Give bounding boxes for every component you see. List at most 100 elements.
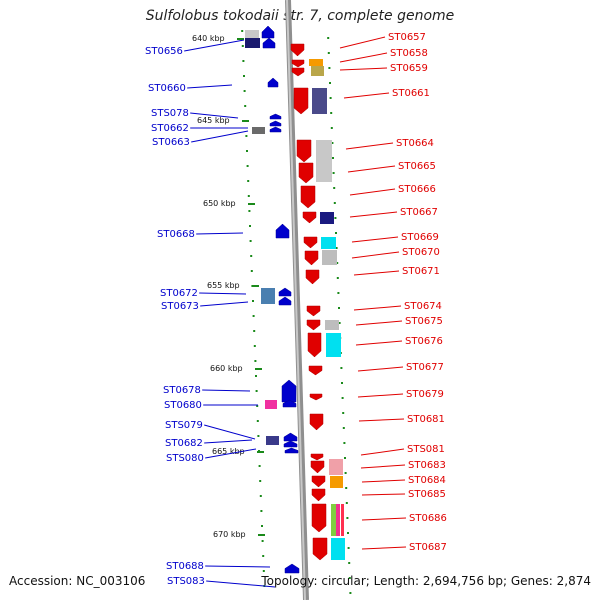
- kbp-label: 660 kbp: [210, 364, 243, 373]
- scale-dot: [259, 480, 262, 482]
- scale-dot: [255, 375, 257, 377]
- forward-gene-label: ST0665: [398, 161, 436, 172]
- forward-label-leader: [339, 67, 388, 71]
- reverse-strand-genes: [245, 25, 300, 574]
- genome-backbone-highlight: [286, 0, 306, 600]
- feature-box: [252, 127, 265, 134]
- forward-gene-arrow: [291, 59, 305, 68]
- forward-gene-arrow: [290, 43, 305, 57]
- scale-dot: [335, 232, 337, 234]
- kbp-label: 650 kbp: [203, 199, 236, 208]
- feature-box: [330, 476, 343, 488]
- reverse-label-leader: [196, 232, 244, 235]
- accession-label: Accession: NC_003106: [9, 574, 146, 588]
- reverse-label-leader: [202, 389, 251, 392]
- forward-gene-arrow: [312, 537, 328, 561]
- feature-box: [265, 400, 277, 409]
- scale-dot: [348, 562, 351, 564]
- reverse-gene-arrow: [278, 296, 292, 306]
- scale-dot: [261, 525, 263, 527]
- scale-dot: [262, 570, 265, 572]
- map-title: Sulfolobus tokodaii str. 7, complete gen…: [145, 8, 455, 24]
- forward-label-leader: [361, 493, 406, 496]
- reverse-gene-label: ST0680: [164, 400, 202, 411]
- scale-dot: [250, 270, 253, 272]
- scale-dot: [342, 412, 345, 414]
- feature-box: [245, 30, 259, 38]
- scale-dot: [327, 37, 330, 39]
- scale-dot: [248, 210, 251, 212]
- scale-dot: [243, 75, 245, 77]
- forward-gene-arrow: [311, 475, 326, 488]
- forward-gene-arrow: [293, 87, 309, 115]
- reverse-gene-label: ST0668: [157, 229, 195, 240]
- feature-box: [325, 320, 339, 330]
- reverse-gene-arrow: [262, 37, 276, 49]
- forward-label-leader: [357, 366, 404, 372]
- forward-gene-label: ST0675: [405, 316, 443, 327]
- forward-gene-arrow: [303, 236, 318, 249]
- scale-dot: [241, 30, 244, 32]
- scale-dot: [255, 390, 258, 392]
- forward-label-leader: [351, 236, 399, 243]
- reverse-label-leader: [205, 448, 257, 459]
- scale-dot: [336, 262, 339, 264]
- reverse-label-leader: [200, 301, 249, 307]
- forward-gene-label: ST0658: [390, 48, 428, 59]
- reverse-gene-arrow: [282, 399, 297, 408]
- scale-dot: [345, 487, 348, 489]
- forward-gene-label: ST0671: [402, 266, 440, 277]
- scale-dot: [344, 457, 346, 459]
- forward-gene-label: ST0664: [396, 138, 434, 149]
- forward-gene-arrow: [308, 365, 323, 376]
- scale-dot: [249, 225, 251, 227]
- scale-dot: [344, 472, 347, 474]
- forward-label-leader: [345, 142, 394, 150]
- scale-dot: [258, 465, 261, 467]
- scale-dot: [242, 60, 245, 62]
- forward-gene-label: ST0687: [409, 542, 447, 553]
- scale-dot: [253, 330, 256, 332]
- forward-gene-label: ST0669: [401, 232, 439, 243]
- feature-box: [322, 250, 337, 265]
- reverse-gene-arrow: [284, 563, 300, 574]
- scale-dot: [244, 105, 247, 107]
- scale-dot: [333, 187, 336, 189]
- scale-dot: [253, 345, 256, 347]
- forward-label-leader: [360, 448, 405, 456]
- scale-dot: [247, 180, 250, 182]
- scale-dot: [246, 165, 249, 167]
- scale-dot: [327, 52, 330, 54]
- feature-box: [320, 212, 334, 224]
- reverse-gene-label: ST0672: [160, 288, 198, 299]
- scale-dot: [250, 255, 253, 257]
- feature-box: [316, 140, 332, 182]
- kbp-tick: [258, 534, 265, 536]
- forward-gene-arrow: [311, 503, 327, 533]
- reverse-gene-arrow: [261, 25, 275, 39]
- scale-dot: [241, 45, 244, 47]
- forward-label-leader: [353, 305, 402, 311]
- scale-dot: [249, 240, 252, 242]
- forward-gene-arrow: [305, 269, 320, 285]
- scale-dot: [261, 540, 264, 542]
- feature-box: [326, 333, 341, 357]
- scale-dot: [328, 67, 331, 69]
- scale-dot: [262, 555, 265, 557]
- reverse-gene-label: ST0656: [145, 46, 183, 57]
- reverse-label-leader: [191, 130, 249, 143]
- reverse-label-leader: [205, 565, 271, 568]
- forward-label-leader: [361, 517, 407, 521]
- scale-dot: [336, 277, 339, 279]
- kbp-tick: [242, 120, 249, 122]
- reverse-gene-label: ST0662: [151, 123, 189, 134]
- reverse-gene-label: ST0663: [152, 137, 190, 148]
- scale-dot: [256, 420, 259, 422]
- kbp-tick: [237, 38, 244, 40]
- reverse-gene-label: STS078: [151, 108, 189, 119]
- forward-gene-label: ST0684: [408, 475, 446, 486]
- reverse-gene-label: STS080: [166, 453, 204, 464]
- scale-dot: [330, 127, 333, 129]
- kbp-label: 670 kbp: [213, 530, 246, 539]
- kbp-tick: [255, 368, 262, 370]
